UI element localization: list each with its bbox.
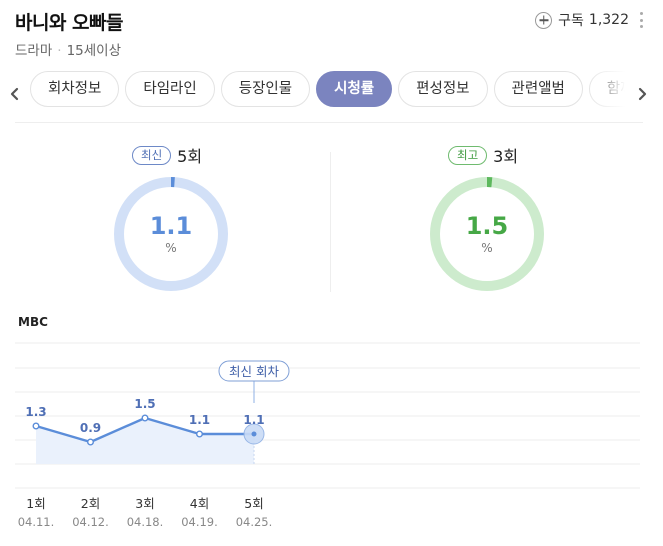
best-donut: 1.5 % — [428, 175, 546, 293]
best-donut-arc — [430, 177, 544, 291]
stat-divider — [330, 152, 331, 292]
latest-unit: % — [165, 241, 177, 255]
more-options-button[interactable] — [639, 12, 643, 28]
data-label: 1.1 — [189, 413, 210, 427]
latest-badge: 최신 — [132, 145, 172, 165]
callout-label: 최신 회차 — [229, 364, 279, 379]
latest-episode: 5회 — [177, 147, 203, 166]
separator-dot: · — [57, 43, 62, 59]
program-title: 바니와 오빠들 — [15, 12, 124, 34]
x-tick-label: 5회 — [244, 496, 263, 511]
tab-item[interactable]: 편성정보 — [398, 71, 488, 107]
x-tick-label: 3회 — [135, 496, 154, 511]
subscribe-label: 구독 — [558, 13, 584, 29]
x-tick-label: 2회 — [81, 496, 100, 511]
tab-item[interactable]: 등장인물 — [220, 71, 311, 107]
best-header: 최고 3회 — [448, 143, 518, 167]
x-tick-label: 4회 — [190, 496, 209, 511]
x-date-label: 04.18. — [127, 515, 164, 529]
tab-item[interactable]: 타임라인 — [125, 71, 215, 107]
callout-box — [218, 360, 290, 382]
dot-icon — [639, 12, 643, 15]
x-date-label: 04.19. — [181, 515, 218, 529]
data-label: 1.3 — [25, 405, 46, 419]
data-point[interactable] — [141, 414, 149, 422]
chevron-right-icon — [638, 87, 647, 101]
x-tick-label: 1회 — [26, 496, 45, 511]
data-point[interactable] — [32, 422, 40, 430]
data-label: 0.9 — [80, 421, 101, 435]
tab-bar: 회차정보타임라인등장인물시청률편성정보관련앨범함께 볼만한 — [30, 71, 625, 109]
best-unit: % — [481, 241, 493, 255]
data-point[interactable] — [86, 438, 94, 446]
data-label: 1.5 — [134, 397, 155, 411]
tab-item[interactable]: 회차정보 — [30, 71, 120, 107]
data-point[interactable] — [251, 431, 257, 437]
dot-icon — [639, 25, 643, 28]
best-value: 1.5 — [465, 212, 509, 240]
plus-icon — [535, 11, 553, 29]
tab-item[interactable]: 관련앨범 — [493, 71, 583, 107]
x-date-label: 04.25. — [236, 515, 273, 529]
dot-icon — [639, 18, 643, 22]
latest-value: 1.1 — [149, 212, 193, 240]
data-label: 1.1 — [243, 413, 264, 427]
latest-header: 최신 5회 — [132, 143, 202, 167]
data-point[interactable] — [195, 430, 203, 438]
section-divider — [15, 122, 643, 123]
tab-item[interactable]: 시청률 — [316, 71, 393, 107]
best-badge: 최고 — [448, 145, 488, 165]
program-genre: 드라마 — [15, 43, 53, 59]
x-date-label: 04.11. — [18, 515, 55, 529]
ratings-line-chart: 1.3 1회 04.11. 0.9 2회 04.12. 1.5 3회 04.18. 1.1 4회 04… — [15, 342, 640, 529]
subscribe-button[interactable]: 구독 1,322 — [535, 10, 629, 30]
latest-donut-arc — [114, 177, 228, 291]
program-rating: 15세이상 — [66, 43, 122, 59]
channel-label: MBC — [18, 315, 48, 329]
latest-donut: 1.1 % — [112, 175, 230, 293]
subscribe-count: 1,322 — [588, 12, 629, 28]
program-meta: 드라마 · 15세이상 — [15, 39, 121, 59]
chart-area — [36, 418, 254, 464]
tabs-next-button[interactable] — [637, 87, 647, 101]
x-date-label: 04.12. — [72, 515, 109, 529]
tab-item[interactable]: 함께 볼만한 — [588, 71, 625, 107]
chevron-left-icon — [10, 87, 19, 101]
tabs-prev-button[interactable] — [10, 87, 20, 101]
best-episode: 3회 — [493, 147, 519, 166]
